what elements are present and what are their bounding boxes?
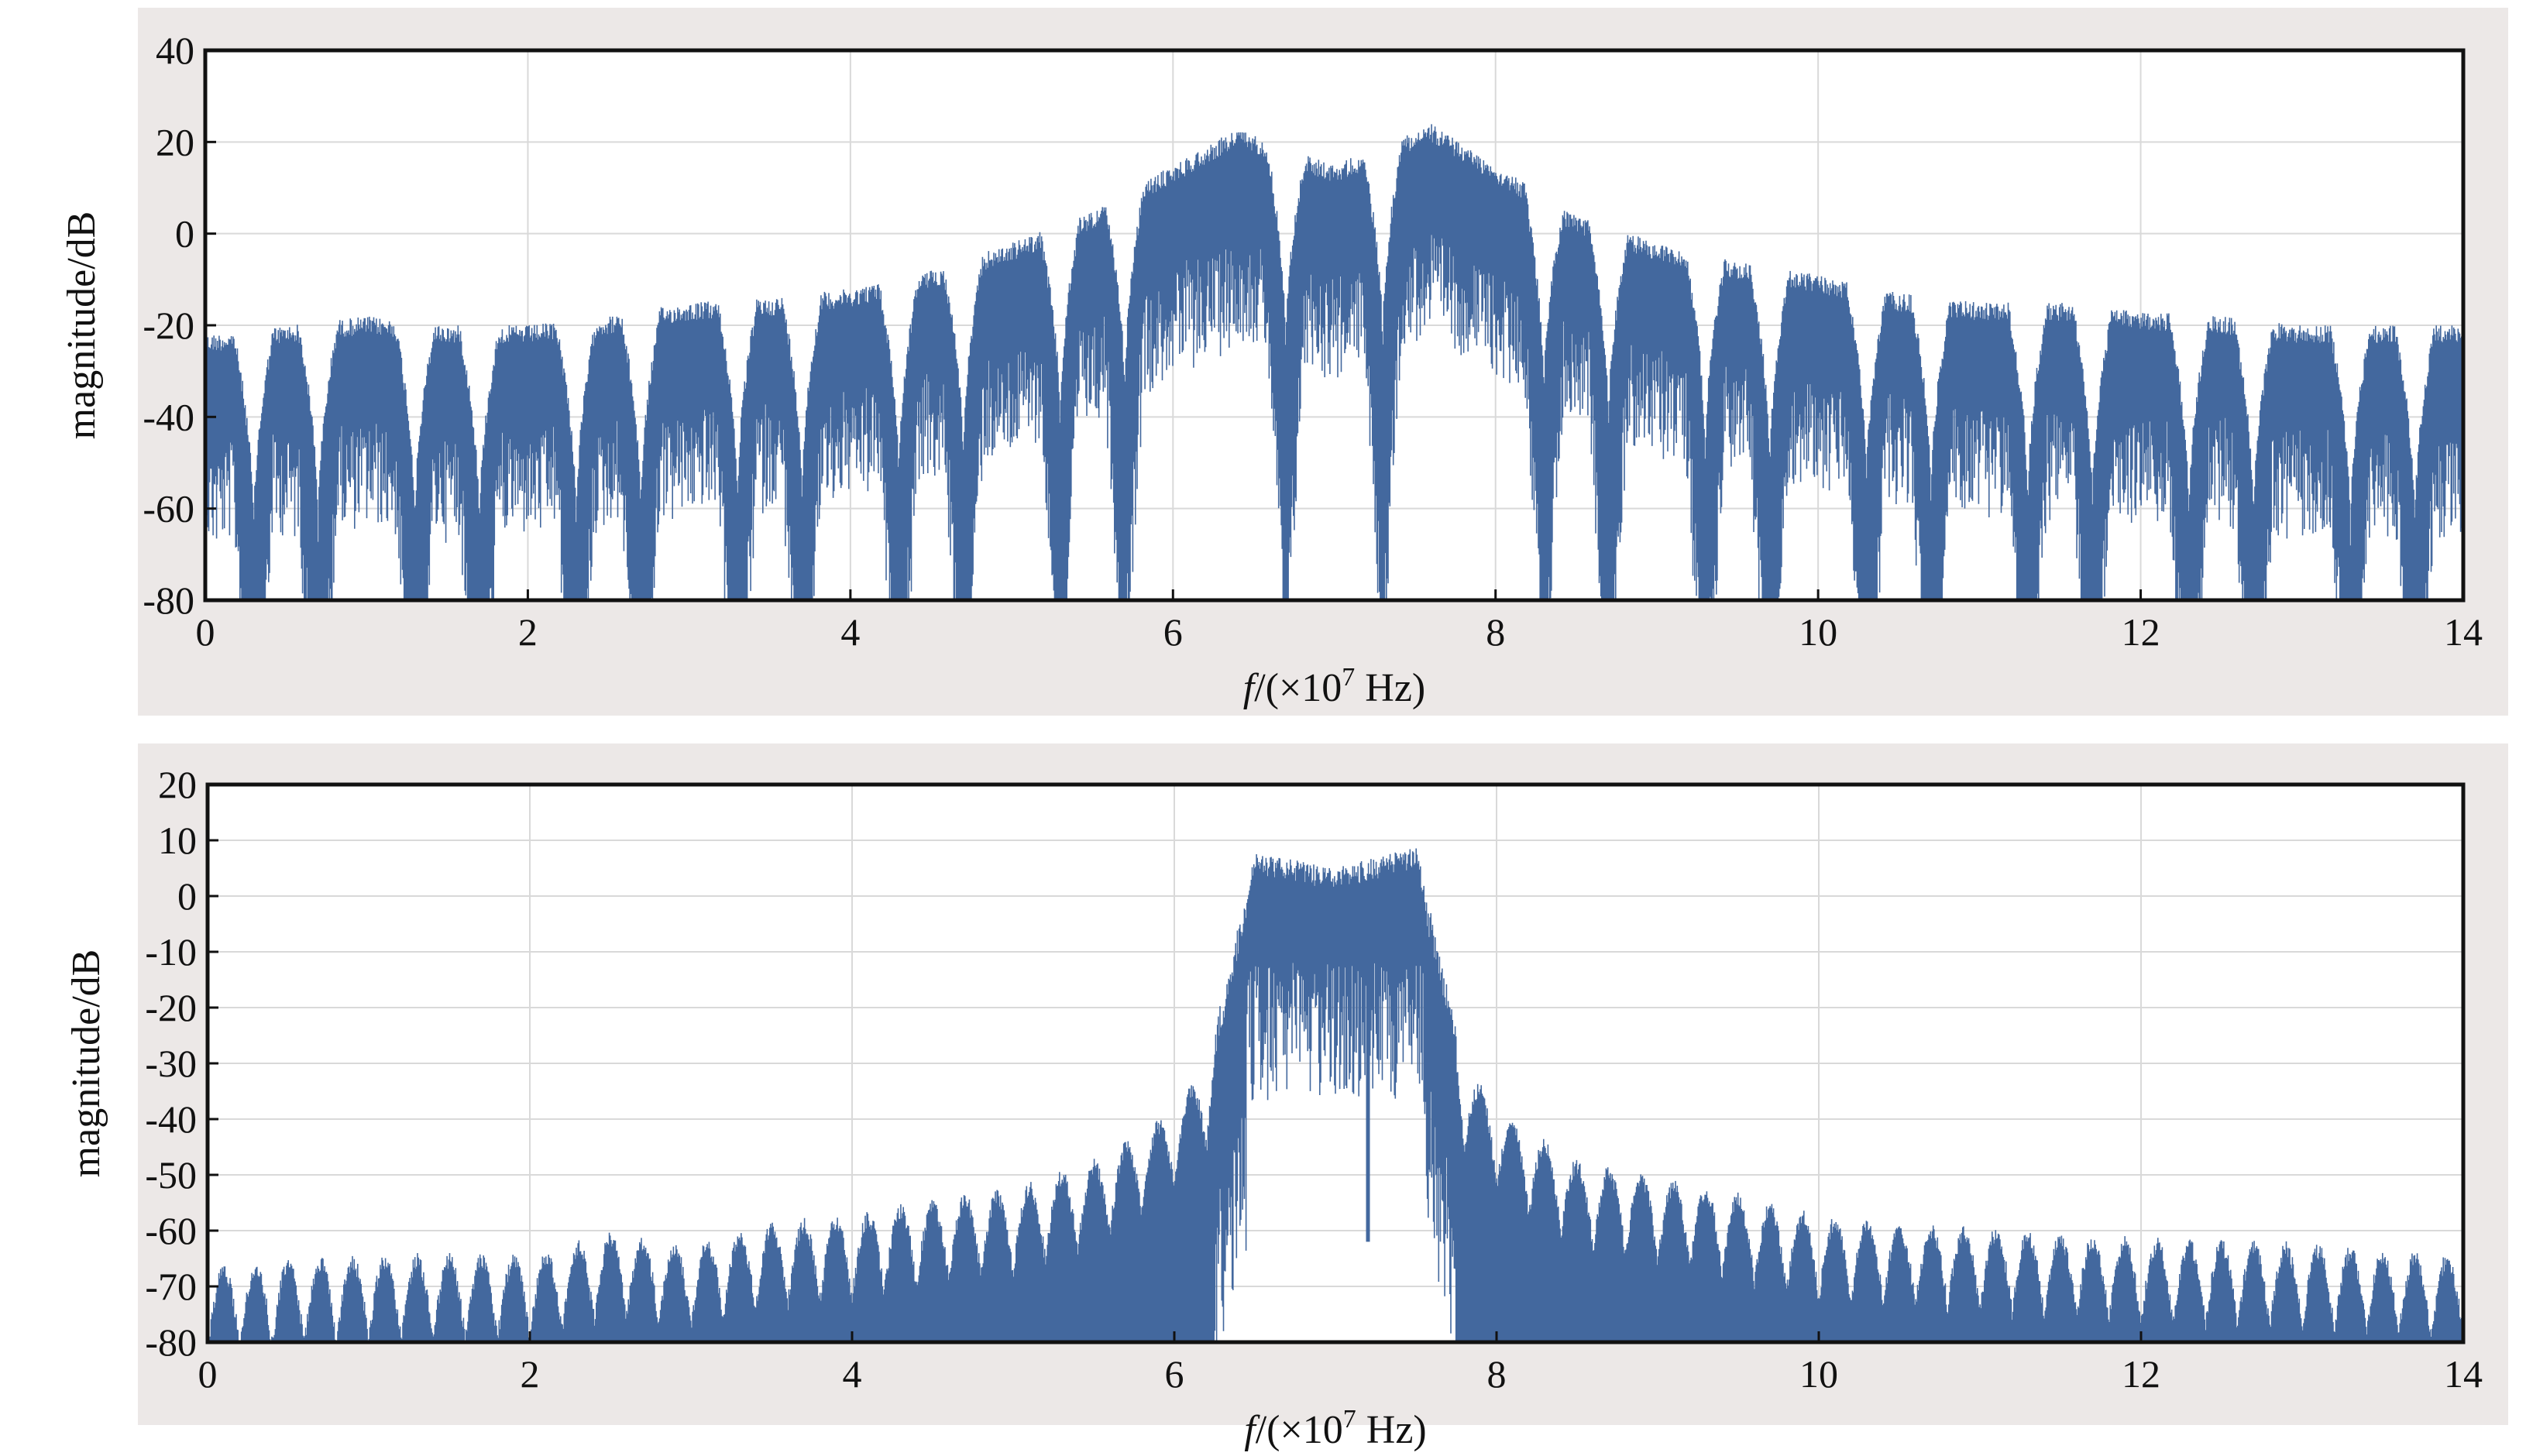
y-tick-label: 0 (177, 874, 197, 918)
y-tick-label: -80 (145, 1320, 197, 1364)
bottom-spectrum-chart: 0 2 4 6 8 10 12 14 -80 -70 -60 -50 -40 -30 -20 -10 0 10 20… (64, 763, 2483, 1452)
y-tick-label: 0 (175, 212, 194, 256)
y-tick-label: -70 (145, 1265, 197, 1308)
y-tick-label: -40 (145, 1097, 197, 1141)
x-tick-label: 2 (518, 610, 538, 654)
y-tick-label: 10 (158, 819, 197, 862)
y-tick-label: -60 (145, 1209, 197, 1252)
x-axis-label: f/(×107 Hz) (1243, 663, 1426, 710)
x-tick-label: 10 (1799, 1352, 1838, 1396)
y-tick-label: -30 (145, 1042, 197, 1085)
x-axis-label: f/(×107 Hz) (1244, 1405, 1427, 1452)
y-tick-label: 20 (156, 120, 194, 163)
series-group (208, 848, 2463, 1342)
y-axis-label: magnitude/dB (64, 949, 108, 1178)
series-spectrum (205, 124, 2463, 600)
y-tick-label: 20 (158, 763, 197, 806)
x-tick-label: 4 (840, 610, 860, 654)
x-tick-label: 0 (196, 610, 215, 654)
x-tick-label: 10 (1799, 610, 1837, 654)
x-tick-label: 14 (2444, 1352, 2483, 1396)
y-tick-label: -40 (143, 395, 194, 438)
y-tick-label: -60 (143, 487, 194, 531)
x-tick-label: 8 (1486, 610, 1505, 654)
series-group (205, 124, 2463, 600)
y-tick-label: 40 (156, 29, 194, 72)
y-tick-label: -20 (145, 986, 197, 1029)
x-tick-label: 6 (1165, 1352, 1184, 1396)
y-tick-label: -20 (143, 304, 194, 347)
x-tick-label: 4 (843, 1352, 862, 1396)
x-tick-label: 6 (1163, 610, 1183, 654)
y-tick-label: -10 (145, 930, 197, 974)
y-tick-label: -80 (143, 579, 194, 622)
x-tick-label: 0 (198, 1352, 218, 1396)
y-tick-label: -50 (145, 1153, 197, 1197)
x-tick-label: 12 (2122, 610, 2160, 654)
x-tick-label: 2 (521, 1352, 540, 1396)
x-tick-label: 12 (2122, 1352, 2160, 1396)
y-axis-label: magnitude/dB (60, 211, 104, 440)
x-tick-label: 14 (2444, 610, 2483, 654)
series-spectrum (208, 848, 2463, 1342)
x-tick-label: 8 (1487, 1352, 1507, 1396)
top-spectrum-chart: 0 2 4 6 8 10 12 14 -80 -60 -40 -20 0 20 40 f/(×107 Hz) m… (60, 29, 2483, 710)
